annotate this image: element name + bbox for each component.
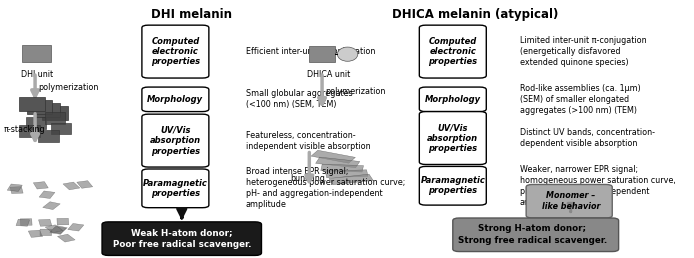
Bar xyxy=(33,182,49,189)
Text: Broad intense EPR signal;
heterogeneous power saturation curve;
pH- and aggregat: Broad intense EPR signal; heterogeneous … xyxy=(246,167,405,209)
Text: Strong H-atom donor;
Strong free radical scavenger.: Strong H-atom donor; Strong free radical… xyxy=(458,224,607,245)
Bar xyxy=(77,181,93,188)
Text: Paramagnetic
properties: Paramagnetic properties xyxy=(421,176,485,196)
Text: Monomer –
like behavior: Monomer – like behavior xyxy=(541,191,600,211)
FancyBboxPatch shape xyxy=(42,106,67,120)
FancyBboxPatch shape xyxy=(452,218,618,252)
Text: Efficient inter-unit π-conjugation: Efficient inter-unit π-conjugation xyxy=(246,47,375,56)
FancyBboxPatch shape xyxy=(22,45,51,62)
FancyBboxPatch shape xyxy=(419,166,486,205)
FancyBboxPatch shape xyxy=(51,123,71,134)
Bar xyxy=(50,226,67,233)
Bar xyxy=(311,150,355,163)
Text: Weak H-atom donor;
Poor free radical scavenger.: Weak H-atom donor; Poor free radical sca… xyxy=(112,228,251,249)
FancyBboxPatch shape xyxy=(526,184,612,218)
Bar xyxy=(316,157,359,168)
Bar xyxy=(329,174,373,185)
Text: π-stacking: π-stacking xyxy=(3,125,45,133)
FancyBboxPatch shape xyxy=(142,169,209,208)
FancyBboxPatch shape xyxy=(102,222,262,255)
Bar xyxy=(10,187,23,194)
Bar xyxy=(28,230,42,237)
Bar xyxy=(39,191,55,198)
Text: UV/Vis
absorption
properties: UV/Vis absorption properties xyxy=(150,126,201,156)
Bar xyxy=(20,219,32,225)
Bar xyxy=(58,234,75,242)
Text: DHI melanin: DHI melanin xyxy=(151,8,232,21)
FancyBboxPatch shape xyxy=(310,46,335,62)
Bar xyxy=(45,225,62,233)
Text: Small globular aggregates
(<100 nm) (SEM, TEM): Small globular aggregates (<100 nm) (SEM… xyxy=(246,89,352,109)
Text: bundling: bundling xyxy=(290,174,325,182)
FancyBboxPatch shape xyxy=(27,100,52,114)
FancyBboxPatch shape xyxy=(142,25,209,78)
Bar xyxy=(40,229,51,236)
FancyBboxPatch shape xyxy=(19,97,44,111)
FancyBboxPatch shape xyxy=(35,103,60,117)
Text: Weaker, narrower EPR signal;
homogeneous power saturation curve,
pH- and aggrega: Weaker, narrower EPR signal; homogeneous… xyxy=(520,165,675,207)
Bar xyxy=(321,164,364,172)
Ellipse shape xyxy=(337,47,358,61)
Text: Limited inter-unit π-conjugation
(energetically disfavored
extended quinone spec: Limited inter-unit π-conjugation (energe… xyxy=(520,36,646,67)
Text: Computed
electronic
properties: Computed electronic properties xyxy=(428,37,477,67)
FancyBboxPatch shape xyxy=(19,125,40,137)
Text: DHI unit: DHI unit xyxy=(21,70,53,79)
Bar xyxy=(325,170,368,178)
Text: polymerization: polymerization xyxy=(38,83,99,92)
FancyBboxPatch shape xyxy=(44,112,65,124)
FancyBboxPatch shape xyxy=(26,117,46,129)
Bar xyxy=(16,219,30,226)
Text: Paramagnetic
properties: Paramagnetic properties xyxy=(143,179,208,198)
Bar xyxy=(68,223,84,231)
Text: Distinct UV bands, concentration-
dependent visible absorption: Distinct UV bands, concentration- depend… xyxy=(520,128,654,148)
Bar xyxy=(50,227,66,234)
FancyBboxPatch shape xyxy=(419,25,486,78)
Bar xyxy=(39,219,52,226)
FancyBboxPatch shape xyxy=(419,111,486,165)
FancyBboxPatch shape xyxy=(419,87,486,111)
Text: Morphology: Morphology xyxy=(425,95,481,104)
Bar xyxy=(7,184,22,191)
Text: Computed
electronic
properties: Computed electronic properties xyxy=(151,37,200,67)
Bar xyxy=(63,182,80,190)
Text: polymerization: polymerization xyxy=(325,87,386,96)
FancyBboxPatch shape xyxy=(38,130,59,142)
Text: Rod-like assemblies (ca. 1µm)
(SEM) of smaller elongated
aggregates (>100 nm) (T: Rod-like assemblies (ca. 1µm) (SEM) of s… xyxy=(520,84,641,115)
Bar xyxy=(43,202,60,209)
Text: Featureless, concentration-
independent visible absorption: Featureless, concentration- independent … xyxy=(246,131,370,151)
Text: DHICA melanin (atypical): DHICA melanin (atypical) xyxy=(392,8,558,21)
FancyBboxPatch shape xyxy=(142,114,209,167)
Text: Morphology: Morphology xyxy=(147,95,203,104)
Text: DHICA unit: DHICA unit xyxy=(307,70,350,79)
FancyBboxPatch shape xyxy=(142,87,209,111)
Text: UV/Vis
absorption
properties: UV/Vis absorption properties xyxy=(428,123,478,153)
Bar xyxy=(57,218,69,225)
